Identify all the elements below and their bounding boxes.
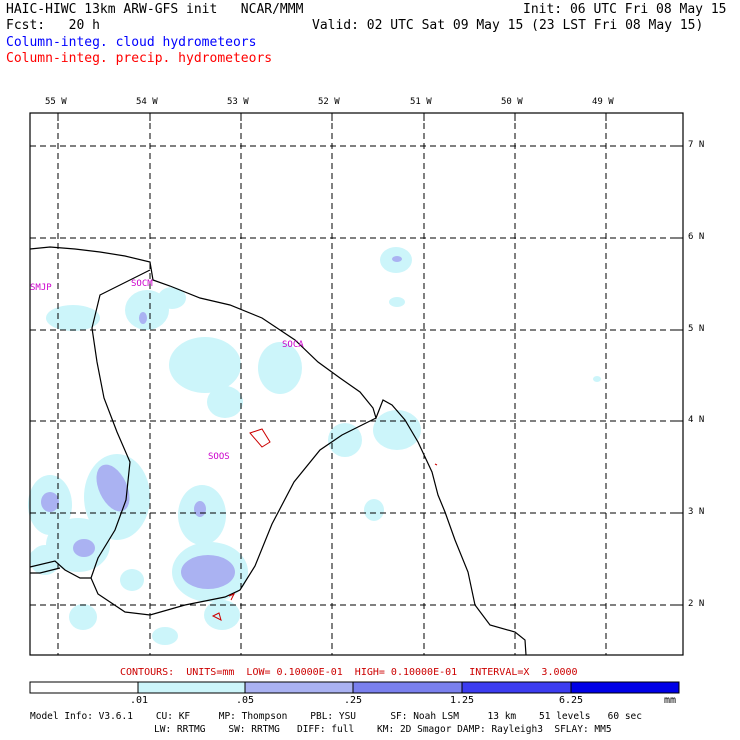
- colorbar-tick-1: .05: [236, 695, 255, 706]
- map-frame: [29, 112, 684, 656]
- station-label-soos: SOOS: [208, 452, 230, 462]
- lat-label-2n: 2 N: [688, 599, 705, 609]
- forecast-hour: Fcst: 20 h: [6, 18, 100, 33]
- colorbar-tick-2: .25: [344, 695, 363, 706]
- precip-contours: [211, 428, 438, 621]
- lat-label-5n: 5 N: [688, 324, 705, 334]
- model-info-line-2: LW: RRTMG SW: RRTMG DIFF: full KM: 2D Sm…: [154, 724, 612, 735]
- lat-label-6n: 6 N: [688, 232, 705, 242]
- cloud-field-label: Column-integ. cloud hydrometeors: [6, 35, 257, 50]
- colorbar-units: mm: [664, 695, 677, 706]
- station-label-smjp: SMJP: [30, 283, 52, 293]
- station-label-socm: SOCM: [131, 279, 153, 289]
- lon-label-49w: 49 W: [592, 97, 614, 107]
- init-time: Init: 06 UTC Fri 08 May 15: [523, 2, 727, 17]
- lat-label-4n: 4 N: [688, 415, 705, 425]
- colorbar: [29, 681, 680, 694]
- colorbar-tick-3: 1.25: [450, 695, 475, 706]
- lon-label-53w: 53 W: [227, 97, 249, 107]
- lon-label-51w: 51 W: [410, 97, 432, 107]
- contours-info: CONTOURS: UNITS=mm LOW= 0.10000E-01 HIGH…: [120, 667, 578, 678]
- lon-label-50w: 50 W: [501, 97, 523, 107]
- lon-label-54w: 54 W: [136, 97, 158, 107]
- colorbar-tick-0: .01: [130, 695, 149, 706]
- colorbar-tick-4: 6.25: [559, 695, 584, 706]
- lon-label-55w: 55 W: [45, 97, 67, 107]
- lat-label-3n: 3 N: [688, 507, 705, 517]
- model-title: HAIC-HIWC 13km ARW-GFS init NCAR/MMM: [6, 2, 304, 17]
- model-info-line-1: Model Info: V3.6.1 CU: KF MP: Thompson P…: [30, 711, 642, 722]
- tick-marks: [57, 113, 683, 606]
- station-label-soca: SOCA: [282, 340, 304, 350]
- precip-field-label: Column-integ. precip. hydrometeors: [6, 51, 273, 66]
- cloud-shade-level-2: [41, 256, 402, 589]
- lon-label-52w: 52 W: [318, 97, 340, 107]
- lat-label-7n: 7 N: [688, 140, 705, 150]
- valid-time: Valid: 02 UTC Sat 09 May 15 (23 LST Fri …: [312, 18, 704, 33]
- coastline: [29, 246, 527, 656]
- latlon-grid: [30, 113, 683, 655]
